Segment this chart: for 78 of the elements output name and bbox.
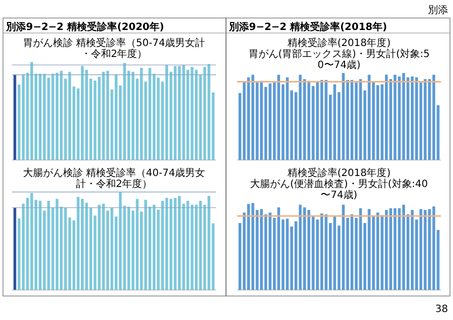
- bar: [419, 209, 422, 290]
- bar: [102, 72, 105, 160]
- bar: [174, 66, 177, 160]
- bar: [140, 68, 143, 160]
- bar: [247, 204, 250, 290]
- bar: [394, 208, 396, 290]
- bar: [114, 74, 118, 160]
- bar: [51, 74, 54, 160]
- bar: [144, 200, 148, 290]
- bar: [43, 74, 46, 160]
- bar: [190, 204, 194, 290]
- bar: [194, 204, 198, 290]
- bar: [76, 196, 80, 290]
- bar: [13, 208, 16, 290]
- bar: [85, 70, 88, 160]
- bar: [64, 208, 67, 290]
- chart-title: 精検受診率(2018年度): [287, 167, 391, 179]
- bar: [402, 73, 406, 160]
- bar: [208, 196, 210, 290]
- bar: [165, 64, 168, 160]
- bar: [30, 192, 34, 290]
- bar: [47, 200, 50, 290]
- bar: [182, 64, 185, 160]
- bar: [127, 206, 130, 290]
- bar: [152, 204, 156, 290]
- bar: [247, 77, 250, 160]
- text: 別添9−2−2 精検受診率(2018年): [228, 21, 388, 33]
- bar: [161, 200, 164, 290]
- bar: [174, 198, 177, 290]
- bar: [190, 66, 194, 160]
- bar: [136, 198, 139, 290]
- bar: [394, 74, 396, 160]
- bar: [38, 74, 42, 160]
- chart-title: 胃がん検診 精検受診率（50-74歳男女計・令和2年度）: [22, 37, 206, 60]
- bar: [94, 80, 96, 160]
- text: 別添: [428, 4, 448, 16]
- bar: [203, 66, 206, 160]
- bar: [156, 78, 160, 160]
- bar: [312, 86, 315, 160]
- chart-title: 大腸がん検診 精検受診率（40-74歳男女計・令和2年度）: [22, 167, 206, 190]
- bar: [56, 72, 58, 160]
- chart-subtitle: 胃がん(胃部エックス線)・男女計(対象:50〜74歳): [248, 48, 430, 71]
- text: 別添9−2−2 精検受診率(2020年): [5, 21, 164, 33]
- bar: [102, 204, 105, 290]
- bar: [384, 74, 388, 160]
- bar: [118, 192, 122, 290]
- bar: [178, 66, 181, 160]
- chart-title: 精検受診率(2018年度): [287, 37, 391, 49]
- bar: [47, 78, 50, 160]
- bar: [194, 70, 198, 160]
- bar: [208, 64, 210, 160]
- bar: [132, 72, 134, 160]
- bar: [106, 70, 110, 160]
- bar: [80, 66, 84, 160]
- bar: [384, 210, 388, 290]
- bar: [38, 200, 42, 290]
- bar: [170, 198, 172, 290]
- bar: [165, 198, 168, 290]
- bar: [56, 198, 58, 290]
- bar: [428, 209, 431, 290]
- bar: [402, 204, 406, 290]
- bar: [60, 70, 63, 160]
- bar: [110, 208, 114, 290]
- chart-subtitle: 大腸がん(便潜血検査)・男女計(対象:40〜74歳): [250, 178, 428, 201]
- text: 38: [435, 304, 448, 315]
- bar: [80, 198, 84, 290]
- bar: [303, 207, 306, 290]
- bar: [85, 202, 88, 290]
- bar: [68, 72, 72, 160]
- bar: [22, 74, 25, 160]
- bar: [98, 204, 101, 290]
- bar: [178, 196, 181, 290]
- bar: [186, 200, 190, 290]
- bar: [123, 62, 126, 160]
- bar: [13, 74, 16, 160]
- bar: [148, 68, 152, 160]
- bar: [186, 70, 190, 160]
- bar: [199, 200, 202, 290]
